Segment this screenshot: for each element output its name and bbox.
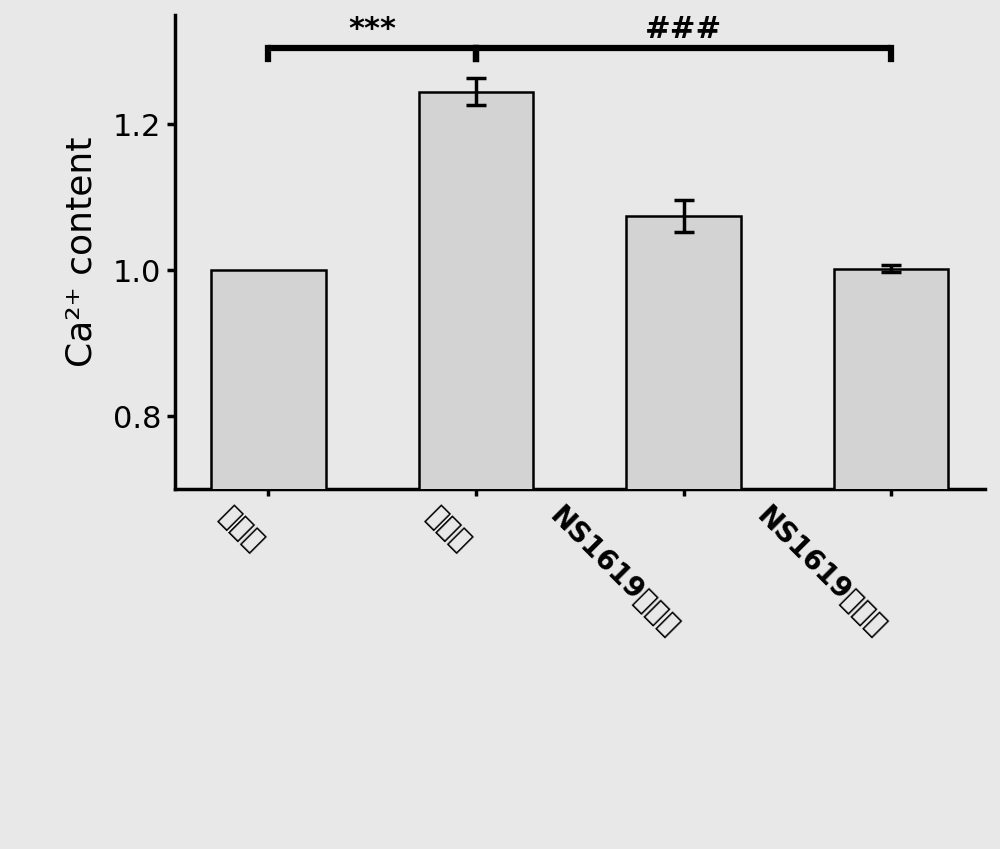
Text: NS1619对照组: NS1619对照组 xyxy=(751,502,891,642)
Bar xyxy=(626,216,741,849)
Bar xyxy=(834,269,948,849)
Text: NS1619作用组: NS1619作用组 xyxy=(543,502,684,642)
Text: ###: ### xyxy=(645,15,722,44)
Y-axis label: Ca²⁺ content: Ca²⁺ content xyxy=(65,137,99,368)
Bar xyxy=(211,270,326,849)
Text: 对照组: 对照组 xyxy=(213,502,268,557)
Text: 钒化组: 钒化组 xyxy=(421,502,476,557)
Text: ***: *** xyxy=(348,15,396,44)
Bar xyxy=(419,92,533,849)
